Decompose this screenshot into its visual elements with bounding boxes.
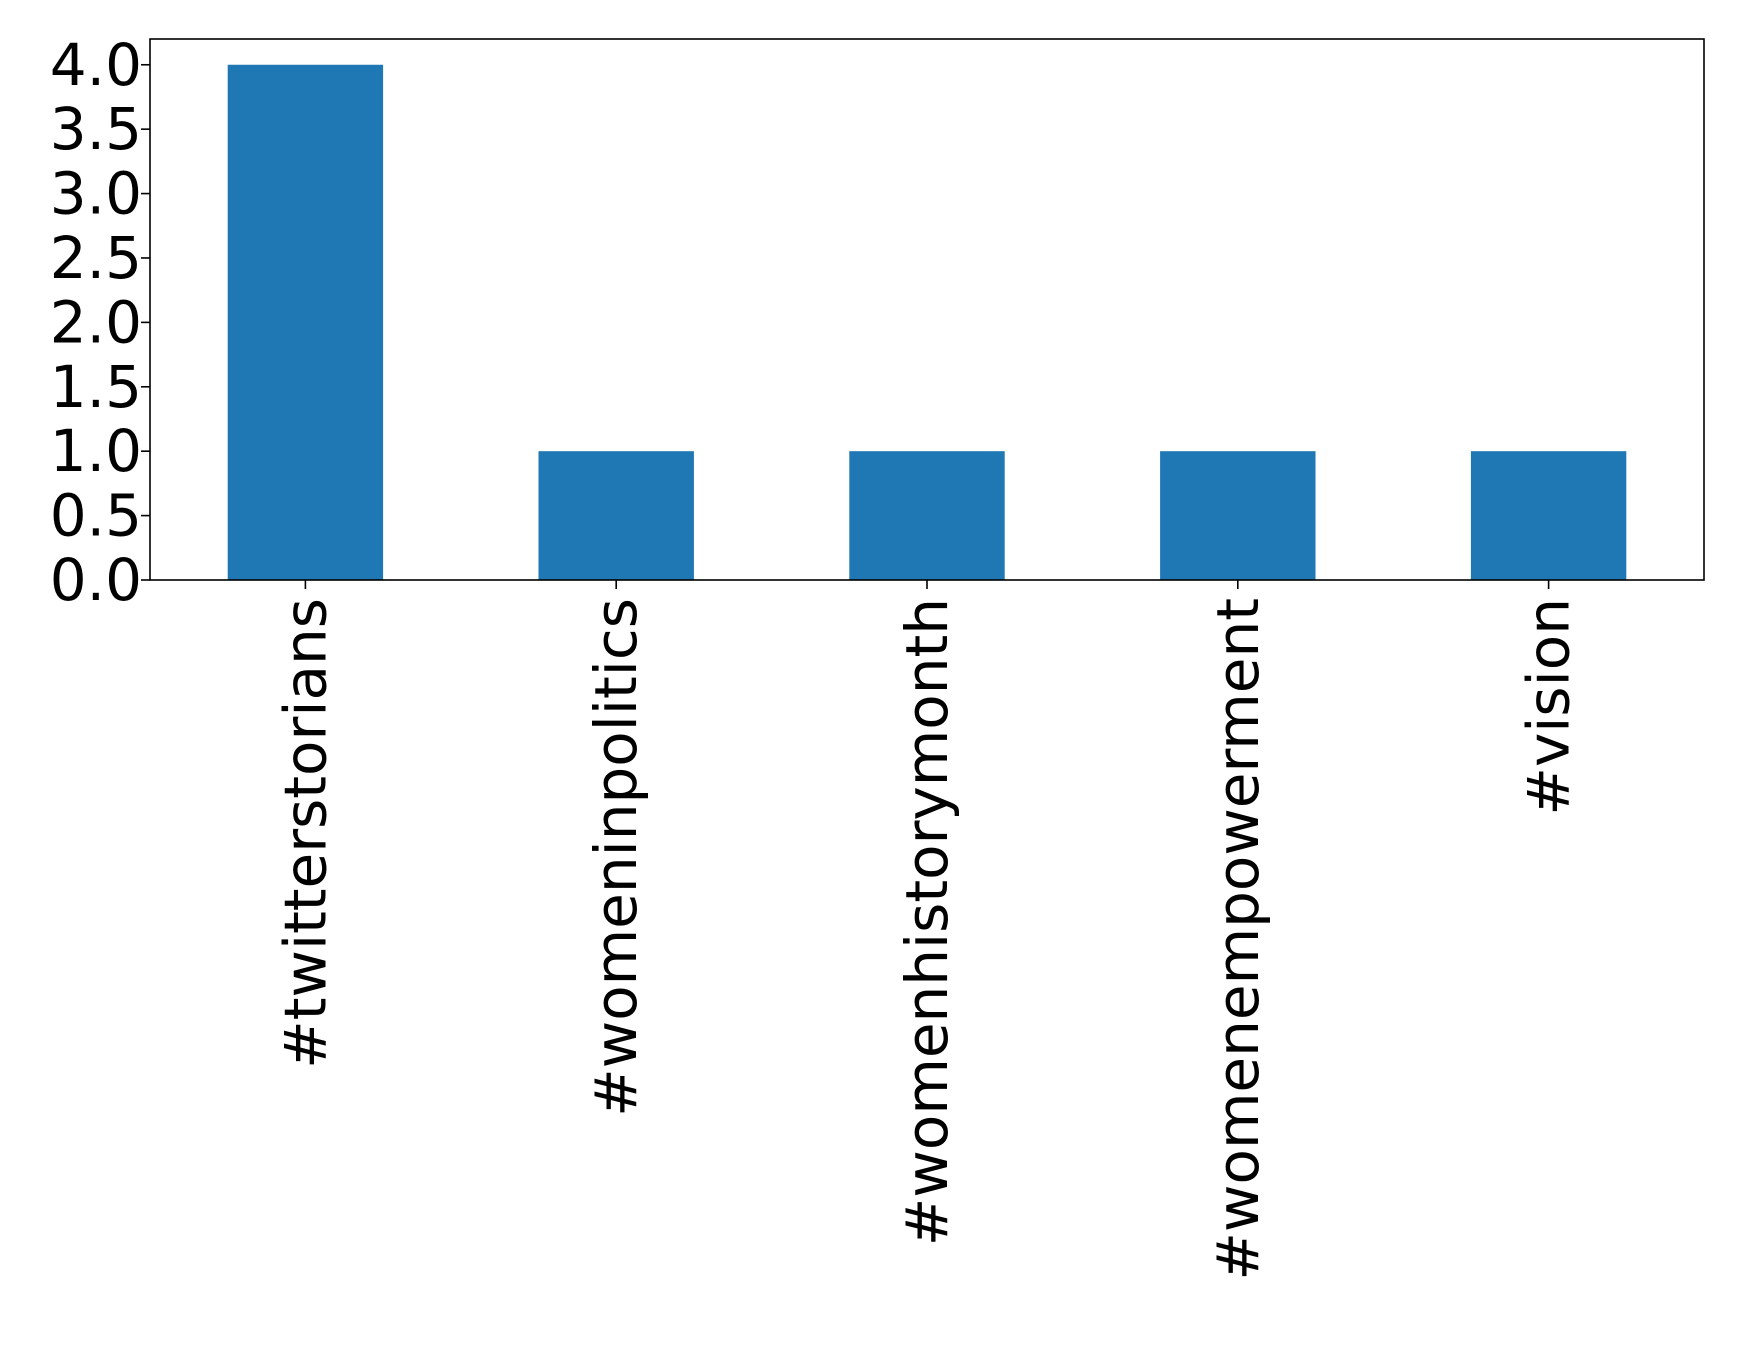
y-tick-label: 0.0: [50, 546, 142, 614]
x-axis: #twitterstorians #womeninpolitics #womenhi…: [271, 580, 1583, 1281]
bar-womenhistorymonth: [849, 451, 1005, 580]
y-tick-label: 1.0: [50, 417, 142, 485]
x-tick-label: #womenempowerment: [1204, 598, 1272, 1281]
bar-womeninpolitics: [538, 451, 694, 580]
y-tick-label: 2.5: [50, 224, 142, 292]
x-tick-label: #twitterstorians: [271, 598, 339, 1069]
bar-womenempowerment: [1160, 451, 1316, 580]
y-axis: 0.00.51.01.52.02.53.03.54.0: [50, 31, 150, 614]
x-tick-label: #womeninpolitics: [582, 598, 650, 1117]
y-tick-label: 3.5: [50, 95, 142, 163]
x-tick-label: #vision: [1515, 598, 1583, 816]
y-tick-label: 1.5: [50, 353, 142, 421]
y-tick-label: 2.0: [50, 288, 142, 356]
bar-twitterstorians: [227, 64, 384, 580]
bar-vision: [1470, 451, 1627, 580]
plot-frame: [149, 38, 1705, 581]
y-tick-label: 3.0: [50, 160, 142, 228]
y-tick-label: 0.5: [50, 482, 142, 550]
bar-group: [227, 64, 1627, 580]
x-tick-label: #womenhistorymonth: [893, 598, 961, 1246]
y-tick-label: 4.0: [50, 31, 142, 99]
